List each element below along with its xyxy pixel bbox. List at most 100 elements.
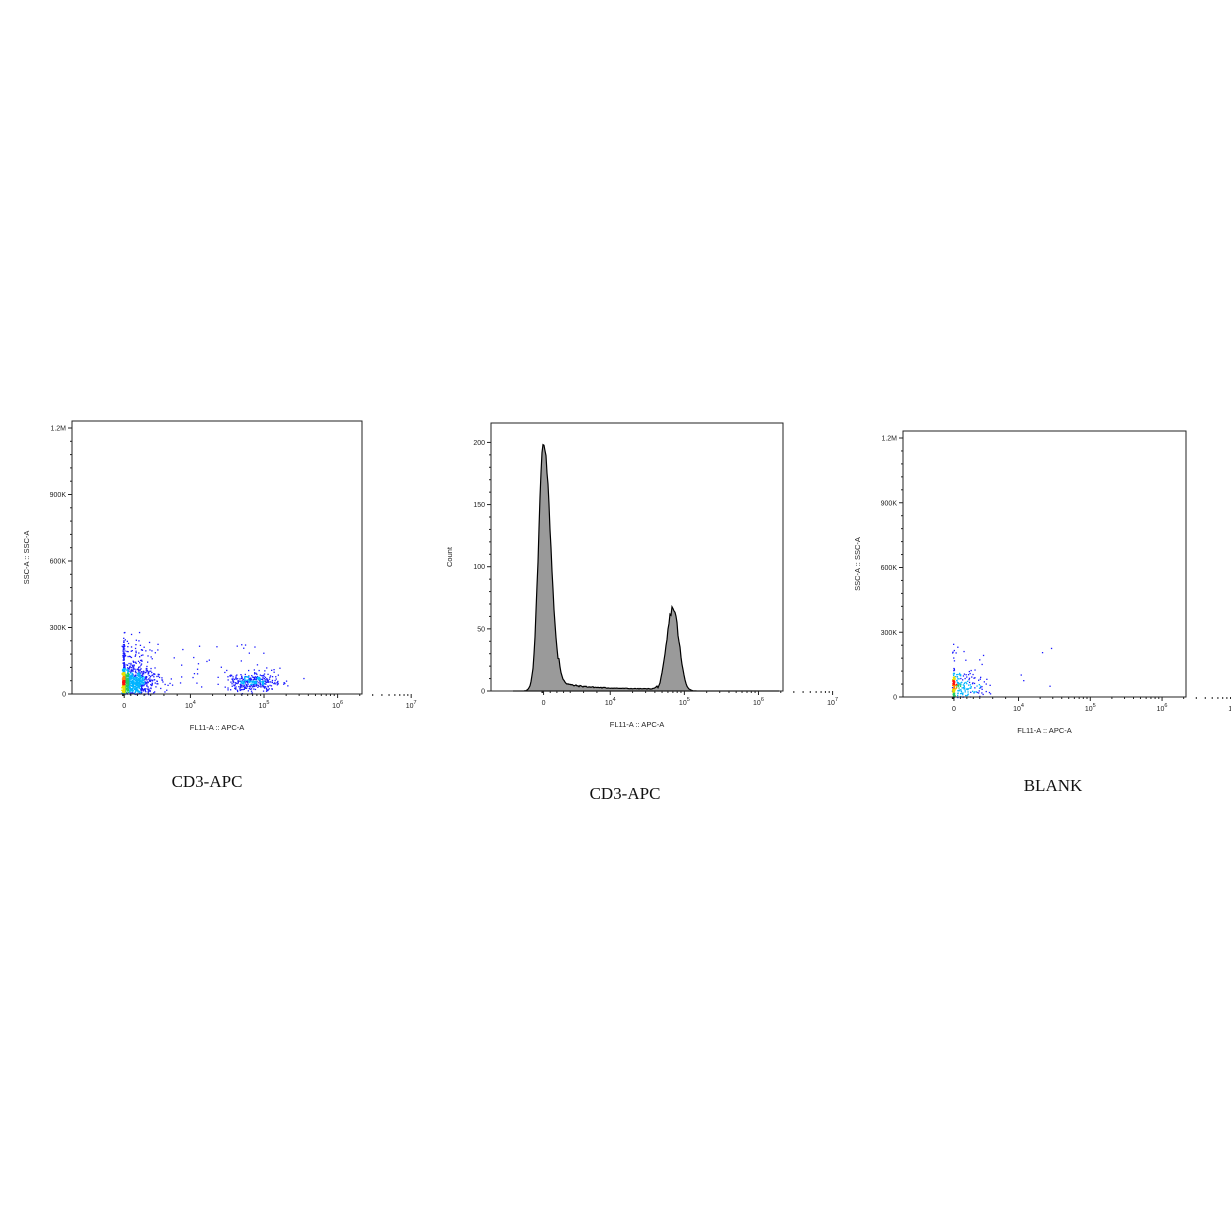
event-dot xyxy=(157,675,160,677)
event-dot xyxy=(232,676,234,678)
event-dot xyxy=(952,689,954,692)
event-dot xyxy=(983,681,985,683)
event-dot xyxy=(127,667,129,670)
event-dot xyxy=(243,686,245,689)
event-dot xyxy=(964,677,966,680)
event-dot xyxy=(130,689,133,691)
event-dot xyxy=(133,688,136,691)
event-dot xyxy=(132,685,135,687)
event-dot xyxy=(123,651,125,654)
event-dot xyxy=(267,679,269,681)
event-dot xyxy=(965,681,967,683)
event-dot xyxy=(135,639,137,641)
event-dot xyxy=(230,675,232,677)
event-dot xyxy=(123,646,125,648)
event-dot xyxy=(150,679,152,681)
event-dot xyxy=(241,688,243,691)
event-dot xyxy=(239,678,241,680)
event-dot xyxy=(253,683,256,685)
event-dot xyxy=(137,686,139,688)
event-dot xyxy=(264,670,266,672)
event-dot xyxy=(243,647,245,649)
event-dot xyxy=(122,689,124,691)
event-dot xyxy=(952,692,955,694)
event-dot xyxy=(124,665,126,667)
event-dot xyxy=(955,652,957,654)
event-dot xyxy=(197,663,200,665)
event-dot xyxy=(244,679,246,681)
event-dot xyxy=(127,646,129,648)
event-dot xyxy=(142,678,144,680)
event-dot xyxy=(973,682,976,685)
event-dot xyxy=(123,637,125,639)
event-dot xyxy=(968,684,970,686)
event-dot xyxy=(255,672,257,674)
event-dot xyxy=(251,675,253,677)
event-dot xyxy=(148,678,150,680)
event-dot xyxy=(130,675,132,677)
event-dot xyxy=(137,678,139,680)
event-dot xyxy=(969,672,971,675)
event-dot xyxy=(136,685,139,687)
event-dot xyxy=(967,674,970,676)
event-dot xyxy=(976,685,978,687)
event-dot xyxy=(123,664,125,666)
event-dot xyxy=(122,644,125,646)
event-dot xyxy=(980,676,982,678)
event-dot xyxy=(126,681,128,683)
event-dot xyxy=(141,685,143,687)
event-dot xyxy=(123,687,126,689)
event-dot xyxy=(968,677,971,679)
event-dot xyxy=(959,674,961,676)
event-dot xyxy=(244,673,246,676)
event-dot xyxy=(153,692,155,694)
event-dot xyxy=(132,660,134,662)
event-dot xyxy=(125,678,127,680)
event-dot xyxy=(151,683,153,685)
event-dot xyxy=(125,674,128,676)
event-dot xyxy=(245,684,248,686)
event-dot xyxy=(145,667,147,670)
event-dot xyxy=(135,672,137,674)
event-dot xyxy=(123,671,125,673)
event-dot xyxy=(953,643,955,645)
event-dot xyxy=(245,686,247,688)
event-dot xyxy=(239,689,241,692)
event-dot xyxy=(131,680,133,683)
event-dot xyxy=(968,681,971,684)
event-dot xyxy=(956,686,958,688)
y-tick-label: 0 xyxy=(62,692,66,699)
event-dot xyxy=(139,691,142,694)
event-dot xyxy=(129,683,131,686)
event-dot xyxy=(123,672,125,674)
event-dot xyxy=(246,682,249,684)
event-dot xyxy=(974,669,976,671)
event-dot xyxy=(248,652,250,654)
event-dot xyxy=(963,683,965,685)
event-dot xyxy=(128,687,131,689)
event-dot xyxy=(122,686,124,689)
event-dot xyxy=(138,690,140,692)
event-dot xyxy=(135,662,137,664)
event-dot xyxy=(126,687,128,690)
event-dot xyxy=(126,672,128,675)
event-dot xyxy=(130,664,132,666)
event-dot xyxy=(154,652,156,654)
event-dot xyxy=(135,644,137,646)
event-dot xyxy=(269,676,271,678)
event-dot xyxy=(952,684,954,687)
event-dot xyxy=(127,689,130,692)
event-dot xyxy=(122,692,124,694)
event-dot xyxy=(134,682,136,685)
event-dot xyxy=(267,685,269,687)
event-dot xyxy=(989,693,992,695)
event-dot xyxy=(130,656,133,659)
event-dot xyxy=(251,692,253,694)
event-dot xyxy=(122,647,125,649)
event-dot xyxy=(259,679,261,681)
event-dot xyxy=(952,682,955,684)
event-dot xyxy=(138,676,141,678)
event-dot xyxy=(132,677,134,680)
event-dot xyxy=(251,683,253,686)
event-dot xyxy=(123,677,125,680)
